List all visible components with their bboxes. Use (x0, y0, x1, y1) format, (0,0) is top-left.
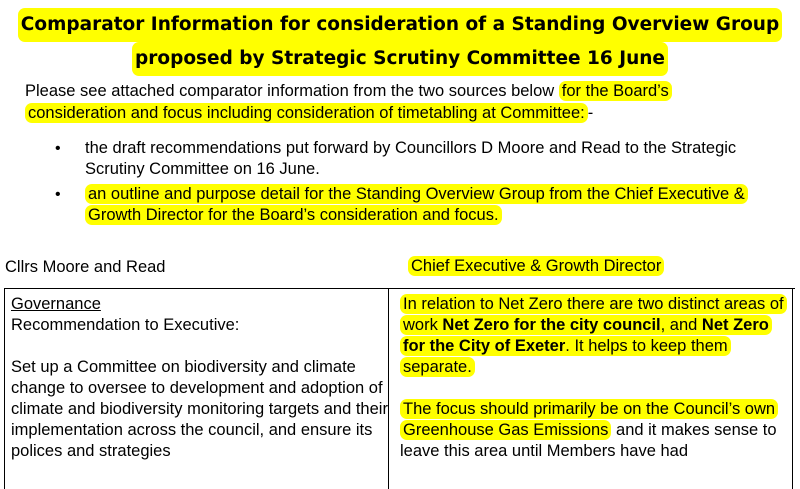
intro-text: Please see attached comparator informati… (25, 82, 559, 100)
list-item: the draft recommendations put forward by… (55, 138, 755, 180)
recommendation-subheading: Recommendation to Executive: (11, 316, 240, 334)
bullet-text-2: an outline and purpose detail for the St… (85, 184, 748, 225)
document-title: Comparator Information for consideration… (0, 8, 800, 76)
net-zero-text-c: , and (660, 316, 702, 334)
right-column-heading-wrap: Chief Executive & Growth Director (408, 256, 665, 276)
title-line-2: proposed by Strategic Scrutiny Committee… (132, 42, 668, 76)
net-zero-city-bold: Net Zero for the City of Exeter (403, 316, 769, 355)
source-list: the draft recommendations put forward by… (55, 138, 755, 230)
list-item: an outline and purpose detail for the St… (55, 184, 755, 226)
recommendation-paragraph: Set up a Committee on biodiversity and c… (11, 358, 388, 460)
bullet-text-1: the draft recommendations put forward by… (85, 139, 737, 178)
net-zero-text-a: In relation to Net Zero there are two di… (403, 295, 784, 334)
right-column-heading: Chief Executive & Growth Director (408, 256, 665, 276)
comparison-table: Governance Recommendation to Executive: … (4, 288, 795, 489)
intro-tail: - (587, 104, 594, 122)
net-zero-council-bold: Net Zero for the city council (442, 316, 661, 334)
net-zero-paragraph: In relation to Net Zero there are two di… (400, 294, 787, 378)
focus-paragraph: The focus should primarily be on the Cou… (400, 399, 786, 462)
table-cell-right: In relation to Net Zero there are two di… (389, 289, 793, 489)
net-zero-text-e: . It helps to keep them separate. (403, 337, 728, 376)
intro-paragraph: Please see attached comparator informati… (25, 80, 765, 124)
left-column-heading: Cllrs Moore and Read (5, 258, 166, 276)
table-cell-left: Governance Recommendation to Executive: … (5, 289, 389, 489)
governance-heading: Governance (11, 295, 101, 313)
title-line-1: Comparator Information for consideration… (17, 8, 783, 42)
